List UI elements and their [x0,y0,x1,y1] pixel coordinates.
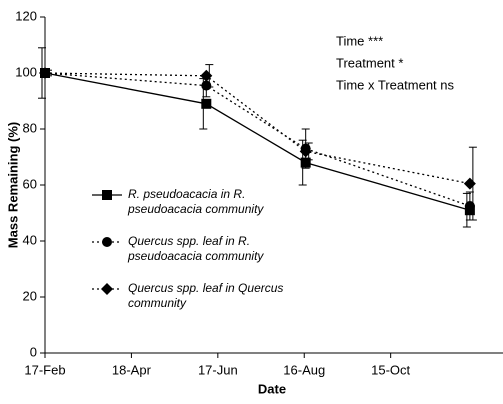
x-tick-label: 15-Oct [371,362,410,377]
x-tick-label: 17-Jun [198,362,238,377]
y-tick-label: 120 [15,8,37,23]
legend-label: Quercus spp. leaf in R. pseudoacacia com… [128,234,264,263]
y-tick-label: 100 [15,64,37,79]
marker [299,145,312,158]
marker [200,69,213,82]
marker [39,67,51,79]
y-tick-label: 60 [23,176,37,191]
series-line [44,72,471,211]
y-tick-label: 20 [23,288,37,303]
x-tick-label: 16-Aug [283,362,325,377]
x-tick-label: 18-Apr [112,362,152,377]
y-tick-label: 40 [23,232,37,247]
marker [201,98,212,109]
annotation: Time x Treatment ns [336,77,454,92]
annotation: Treatment * [336,55,403,70]
marker [463,177,476,190]
marker [102,190,112,200]
x-axis-label: Date [258,381,286,396]
legend-label: R. pseudoacacia in R. pseudoacacia commu… [128,187,264,216]
legend-label: Quercus spp. leaf in Quercus community [128,281,284,310]
marker [102,237,112,247]
series-line [44,72,470,185]
annotation: Time *** [336,33,383,48]
series-line [44,72,471,207]
y-tick-label: 80 [23,120,37,135]
marker [101,283,113,295]
y-axis-label: Mass Remaining (%) [5,122,20,248]
x-tick-label: 17-Feb [24,362,65,377]
y-tick-label: 0 [30,344,37,359]
